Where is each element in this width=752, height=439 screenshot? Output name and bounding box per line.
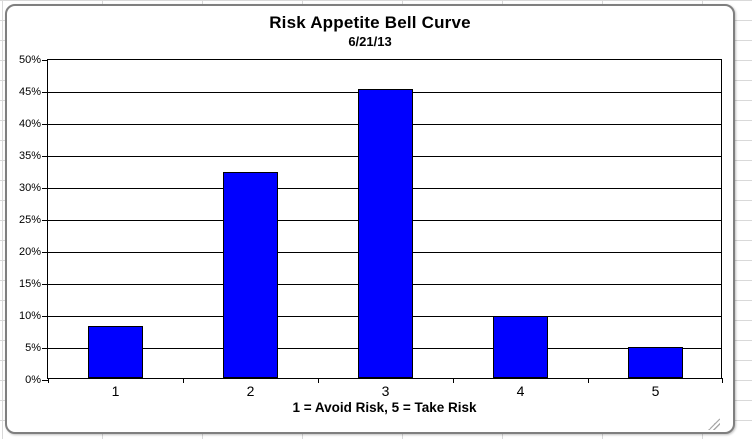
y-axis-label: 30% (18, 182, 41, 194)
x-axis-label: 2 (246, 383, 255, 399)
y-axis-label: 25% (18, 214, 41, 226)
x-axis-label: 1 (111, 383, 120, 399)
x-axis-tick (722, 378, 723, 383)
y-axis-label: 35% (18, 150, 41, 162)
x-axis-tick (453, 378, 454, 383)
y-axis-tick (42, 284, 48, 285)
y-axis-tick (42, 316, 48, 317)
y-axis-label: 0% (25, 374, 41, 386)
y-axis-tick (42, 188, 48, 189)
chart-subtitle: 6/21/13 (348, 34, 392, 49)
x-axis-tick (183, 378, 184, 383)
x-axis-title: 1 = Avoid Risk, 5 = Take Risk (292, 400, 477, 415)
y-axis-tick (42, 156, 48, 157)
y-axis-label: 40% (18, 118, 41, 130)
y-axis-label: 50% (18, 54, 41, 66)
x-axis-label: 3 (381, 383, 390, 399)
y-axis-label: 20% (18, 246, 41, 258)
chart-object[interactable]: Risk Appetite Bell Curve 6/21/13 0% 5% 10%… (5, 4, 735, 434)
y-axis-tick (42, 124, 48, 125)
x-axis-label: 5 (651, 383, 660, 399)
y-axis-tick (42, 348, 48, 349)
x-axis-tick (318, 378, 319, 383)
x-axis-label: 4 (516, 383, 525, 399)
y-axis-label: 10% (18, 310, 41, 322)
y-axis-label: 15% (18, 278, 41, 290)
resize-grip-icon[interactable] (708, 418, 720, 430)
y-axis-label: 45% (18, 86, 41, 98)
bar-category-5[interactable] (628, 347, 683, 378)
bar-category-1[interactable] (88, 326, 143, 378)
y-axis-tick (42, 380, 48, 381)
x-axis-tick (588, 378, 589, 383)
chart-title: Risk Appetite Bell Curve (269, 13, 471, 32)
bar-category-3[interactable] (358, 88, 413, 378)
y-axis-label: 5% (25, 342, 41, 354)
y-axis-tick (42, 92, 48, 93)
y-axis-tick (42, 60, 48, 61)
bar-category-4[interactable] (493, 315, 548, 378)
x-axis-tick (48, 378, 49, 383)
bar-category-2[interactable] (223, 171, 278, 378)
y-axis-tick (42, 252, 48, 253)
plot-area: 0% 5% 10% 15% 20% 25% 30% 35% 40% 45% 50% 1 2 3 4 5 (19, 54, 723, 399)
y-axis-tick (42, 220, 48, 221)
